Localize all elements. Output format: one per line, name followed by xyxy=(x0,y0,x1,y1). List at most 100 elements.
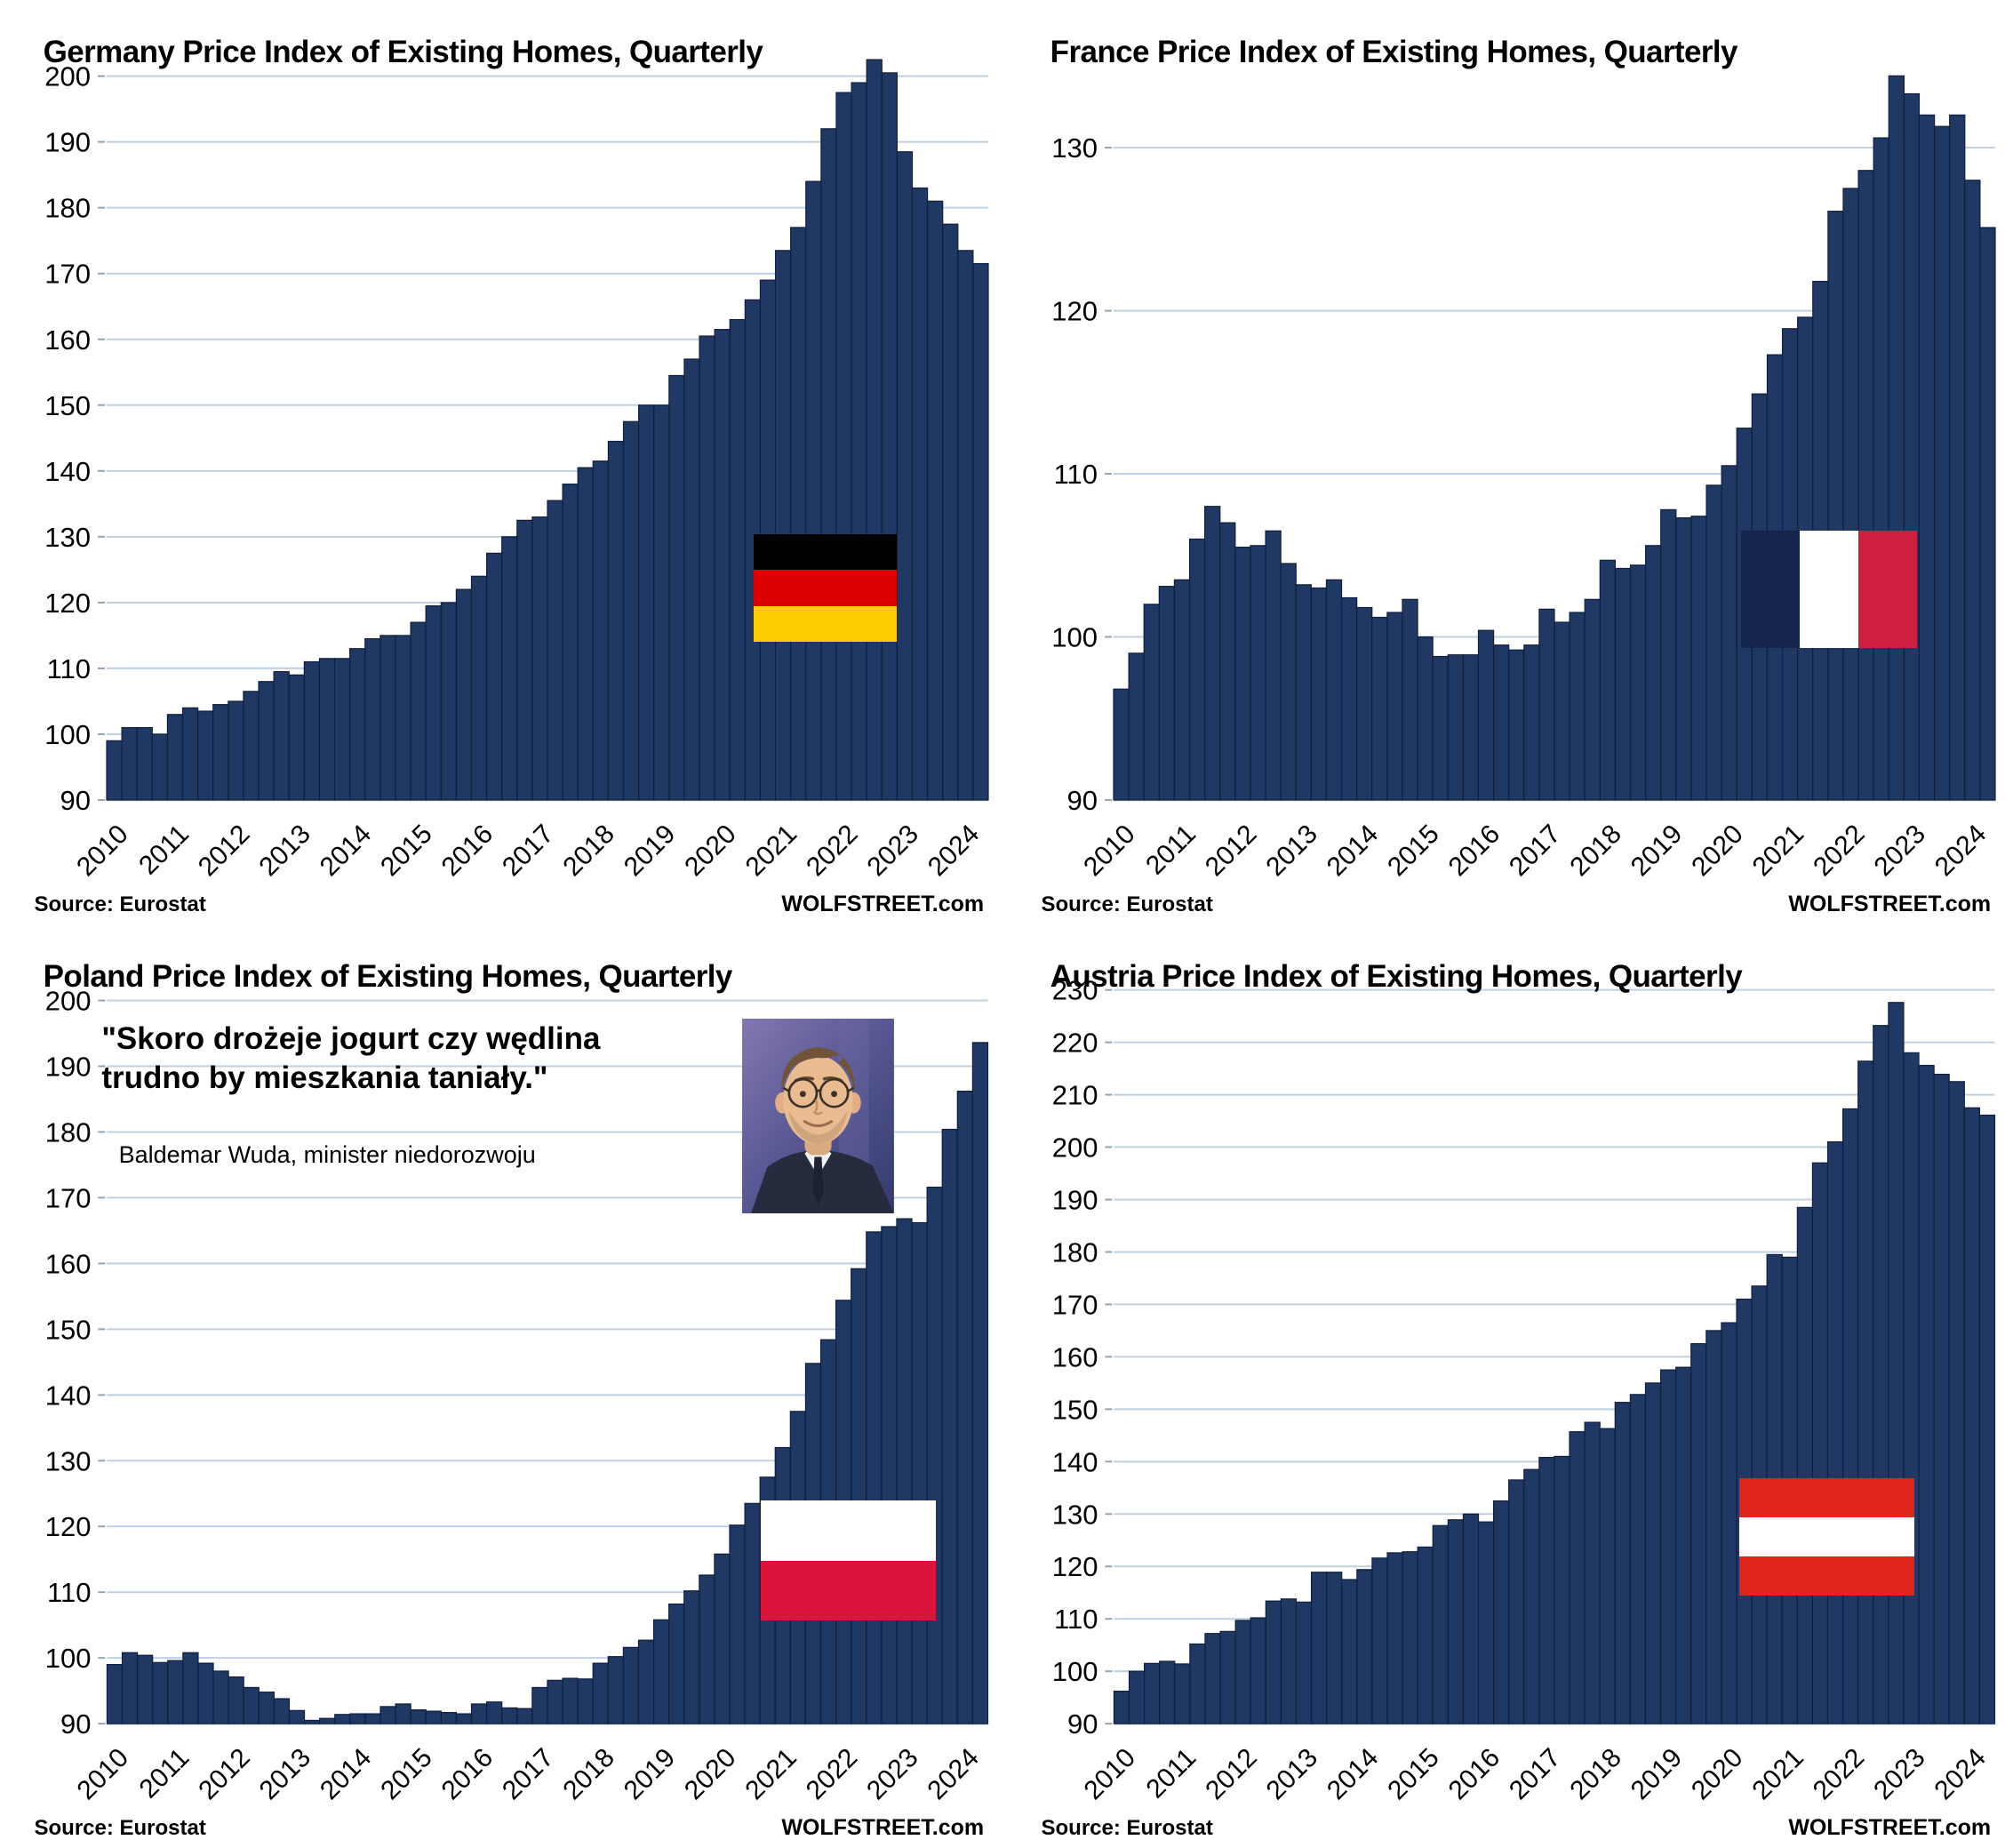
svg-text:190: 190 xyxy=(45,1051,92,1082)
flag-stripe xyxy=(753,605,897,642)
svg-text:2013: 2013 xyxy=(253,820,316,883)
svg-text:90: 90 xyxy=(1067,1708,1098,1740)
germany-chart-title: Germany Price Index of Existing Homes, Q… xyxy=(43,35,763,70)
svg-text:2023: 2023 xyxy=(861,1743,923,1805)
svg-text:2011: 2011 xyxy=(133,1743,195,1804)
svg-text:2020: 2020 xyxy=(679,820,742,883)
svg-text:2024: 2024 xyxy=(922,1743,984,1805)
svg-text:220: 220 xyxy=(1052,1028,1098,1059)
austria-chart: 90 100 110 120 130 140 150 160 170 180 190 200 210 22… xyxy=(1007,924,2013,1848)
svg-text:90: 90 xyxy=(60,785,91,816)
svg-text:2020: 2020 xyxy=(1686,820,1749,883)
hair xyxy=(781,1046,856,1093)
svg-text:2019: 2019 xyxy=(1626,1743,1688,1805)
austria-bars-svg: 90 100 110 120 130 140 150 160 170 180 190 200 210 22… xyxy=(1052,975,1996,1805)
poland-chart: 90 100 110 120 130 140 150 160 170 180 190 200 2010 2… xyxy=(0,924,1006,1848)
svg-text:2015: 2015 xyxy=(375,820,438,883)
svg-text:120: 120 xyxy=(1052,1551,1098,1582)
wolfstreet-brand: WOLFSTREET.com xyxy=(781,1815,985,1840)
svg-text:2016: 2016 xyxy=(1443,820,1506,883)
svg-text:2023: 2023 xyxy=(1868,1743,1930,1805)
svg-text:2023: 2023 xyxy=(861,820,924,883)
svg-text:2010: 2010 xyxy=(1078,820,1141,883)
flag-stripe xyxy=(760,1500,936,1561)
svg-text:200: 200 xyxy=(45,986,92,1017)
minister-quote-line1: "Skoro drożeje jogurt czy wędlina xyxy=(101,1021,601,1057)
svg-text:2015: 2015 xyxy=(375,1743,437,1805)
svg-text:230: 230 xyxy=(1052,975,1098,1006)
france-chart-title: France Price Index of Existing Homes, Qu… xyxy=(1050,35,1738,70)
flag-stripe xyxy=(760,1560,936,1621)
svg-text:150: 150 xyxy=(45,1314,92,1345)
svg-text:2012: 2012 xyxy=(1200,1743,1262,1805)
svg-text:120: 120 xyxy=(1051,296,1098,327)
svg-text:2014: 2014 xyxy=(315,1743,377,1805)
svg-text:2010: 2010 xyxy=(71,820,134,883)
svg-text:2010: 2010 xyxy=(72,1743,134,1805)
smile xyxy=(803,1120,834,1128)
svg-text:130: 130 xyxy=(44,522,91,553)
flag-stripe xyxy=(1739,1517,1915,1557)
svg-text:120: 120 xyxy=(45,1511,92,1542)
minister-quote-attribution: Baldemar Wuda, minister niedorozwoju xyxy=(118,1141,536,1169)
source-label: Source: Eurostat xyxy=(1041,1816,1213,1840)
svg-text:130: 130 xyxy=(45,1445,92,1476)
svg-text:2011: 2011 xyxy=(1140,1743,1202,1804)
svg-text:2014: 2014 xyxy=(1322,820,1385,883)
svg-text:90: 90 xyxy=(1067,785,1098,816)
svg-text:150: 150 xyxy=(44,390,91,421)
svg-text:2017: 2017 xyxy=(497,1743,559,1805)
source-label: Source: Eurostat xyxy=(1041,892,1213,916)
flag-stripe xyxy=(753,570,897,606)
wolfstreet-brand: WOLFSTREET.com xyxy=(781,892,985,916)
svg-text:110: 110 xyxy=(47,1577,91,1608)
flag-stripe xyxy=(753,534,897,571)
svg-text:2014: 2014 xyxy=(315,820,378,883)
svg-text:110: 110 xyxy=(1054,1604,1098,1635)
svg-text:2015: 2015 xyxy=(1382,1743,1444,1805)
svg-text:2020: 2020 xyxy=(1686,1743,1748,1805)
austria-flag-icon xyxy=(1739,1478,1915,1596)
svg-text:2010: 2010 xyxy=(1079,1743,1141,1805)
svg-text:2021: 2021 xyxy=(739,1743,802,1805)
svg-text:2012: 2012 xyxy=(193,820,256,883)
svg-text:2018: 2018 xyxy=(1564,1743,1626,1805)
svg-text:2017: 2017 xyxy=(1504,1743,1566,1805)
svg-text:2013: 2013 xyxy=(1261,1743,1323,1805)
austria-chart-title: Austria Price Index of Existing Homes, Q… xyxy=(1050,959,1743,995)
svg-text:2022: 2022 xyxy=(801,1743,863,1805)
svg-text:140: 140 xyxy=(1052,1446,1098,1477)
svg-text:170: 170 xyxy=(45,1182,92,1213)
svg-text:2021: 2021 xyxy=(740,820,803,883)
svg-text:2014: 2014 xyxy=(1322,1743,1384,1805)
svg-text:2024: 2024 xyxy=(1929,820,1993,883)
svg-text:2019: 2019 xyxy=(619,820,682,883)
flag-stripe xyxy=(1858,530,1918,649)
svg-text:180: 180 xyxy=(1052,1236,1098,1268)
svg-text:160: 160 xyxy=(45,1248,92,1279)
svg-text:2022: 2022 xyxy=(1808,1743,1870,1805)
svg-text:2015: 2015 xyxy=(1382,820,1445,883)
svg-text:2011: 2011 xyxy=(133,820,195,881)
svg-text:2020: 2020 xyxy=(679,1743,741,1805)
svg-text:2021: 2021 xyxy=(1746,1743,1809,1805)
face xyxy=(783,1055,854,1145)
svg-text:190: 190 xyxy=(1052,1184,1098,1215)
source-label: Source: Eurostat xyxy=(34,892,206,916)
svg-text:2013: 2013 xyxy=(1260,820,1323,883)
svg-text:140: 140 xyxy=(44,456,91,487)
svg-text:150: 150 xyxy=(1052,1394,1098,1425)
svg-text:2017: 2017 xyxy=(1504,820,1567,883)
svg-text:160: 160 xyxy=(44,324,91,356)
svg-text:2018: 2018 xyxy=(557,1743,619,1805)
svg-text:130: 130 xyxy=(1052,1499,1098,1530)
tie xyxy=(812,1156,824,1205)
flag-stripe xyxy=(1739,1478,1915,1518)
svg-text:2013: 2013 xyxy=(254,1743,316,1805)
svg-text:2018: 2018 xyxy=(1564,820,1627,883)
svg-text:2016: 2016 xyxy=(436,820,499,883)
svg-text:170: 170 xyxy=(1052,1289,1098,1320)
france-flag-icon xyxy=(1741,530,1918,649)
svg-text:2011: 2011 xyxy=(1140,820,1202,881)
svg-text:210: 210 xyxy=(1052,1080,1098,1111)
